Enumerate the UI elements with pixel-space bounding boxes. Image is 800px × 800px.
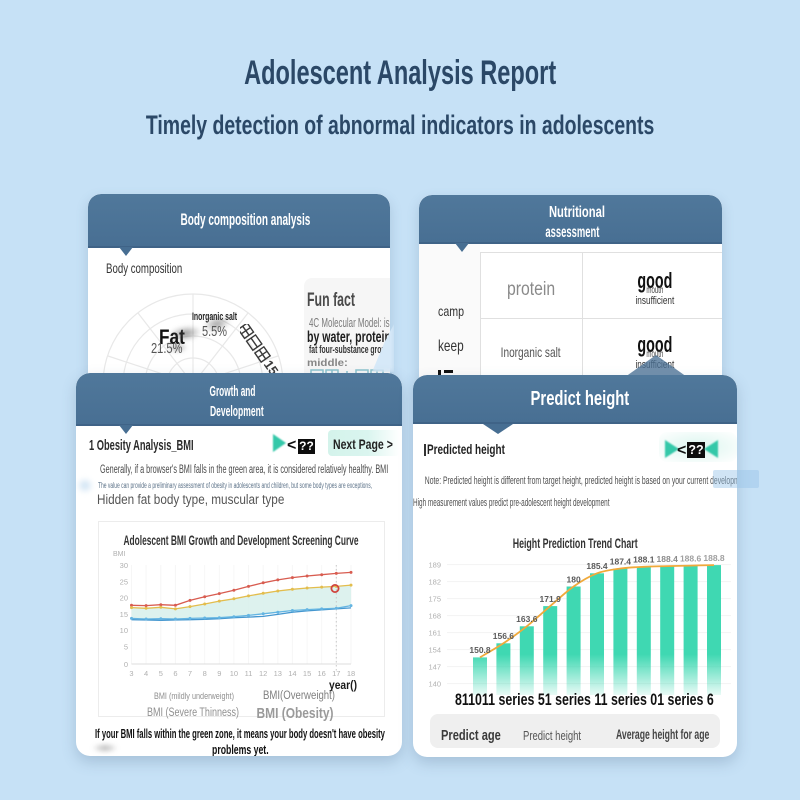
svg-text:12: 12 — [259, 669, 267, 678]
svg-text:147: 147 — [428, 663, 441, 672]
svg-text:6: 6 — [173, 669, 177, 678]
svg-text:168: 168 — [428, 612, 441, 621]
svg-text:9: 9 — [217, 669, 221, 678]
svg-text:154: 154 — [428, 646, 441, 655]
svg-text:187.4: 187.4 — [610, 557, 632, 567]
svg-text:30: 30 — [120, 561, 128, 570]
svg-text:15: 15 — [120, 610, 128, 619]
svg-text:25: 25 — [120, 577, 128, 586]
svg-text:189: 189 — [428, 561, 441, 570]
svg-text:11: 11 — [245, 669, 253, 678]
svg-text:180: 180 — [567, 575, 581, 585]
svg-text:188.1: 188.1 — [633, 555, 655, 565]
svg-text:185.4: 185.4 — [586, 561, 608, 571]
svg-text:188.8: 188.8 — [703, 553, 725, 563]
svg-text:161: 161 — [428, 629, 441, 638]
svg-text:15: 15 — [303, 669, 311, 678]
svg-text:20: 20 — [120, 594, 128, 603]
svg-text:175: 175 — [428, 595, 441, 604]
svg-text:year(): year() — [329, 678, 357, 692]
svg-text:163.6: 163.6 — [516, 614, 538, 624]
svg-text:182: 182 — [428, 578, 441, 587]
svg-text:171.9: 171.9 — [540, 594, 562, 604]
svg-text:140: 140 — [428, 680, 441, 689]
svg-text:BMI(Overweight): BMI(Overweight) — [263, 690, 335, 702]
svg-text:BMI: BMI — [113, 551, 126, 558]
svg-text:4: 4 — [144, 669, 148, 678]
svg-text:7: 7 — [188, 669, 192, 678]
svg-text:Adolescent BMI Growth and Deve: Adolescent BMI Growth and Development Sc… — [124, 533, 359, 548]
svg-text:3: 3 — [129, 669, 133, 678]
svg-text:5: 5 — [159, 669, 163, 678]
svg-text:BMI (mildly underweight): BMI (mildly underweight) — [154, 691, 234, 702]
svg-text:10: 10 — [120, 626, 128, 635]
svg-text:13: 13 — [274, 669, 282, 678]
svg-text:0: 0 — [124, 660, 128, 669]
svg-text:15: 15 — [261, 357, 282, 377]
svg-text:150.8: 150.8 — [469, 645, 491, 655]
svg-text:17: 17 — [332, 669, 340, 678]
svg-text:5: 5 — [124, 643, 128, 652]
svg-text:156.6: 156.6 — [493, 631, 515, 641]
svg-text:8: 8 — [203, 669, 207, 678]
svg-text:10: 10 — [230, 669, 238, 678]
svg-text:188.6: 188.6 — [680, 554, 702, 564]
svg-text:188.4: 188.4 — [657, 554, 679, 564]
svg-text:18: 18 — [347, 669, 355, 678]
svg-text:14: 14 — [288, 669, 296, 678]
svg-text:BMI (Severe Thinness): BMI (Severe Thinness) — [147, 707, 239, 719]
svg-text:BMI (Obesity): BMI (Obesity) — [257, 705, 334, 722]
svg-text:16: 16 — [318, 669, 326, 678]
